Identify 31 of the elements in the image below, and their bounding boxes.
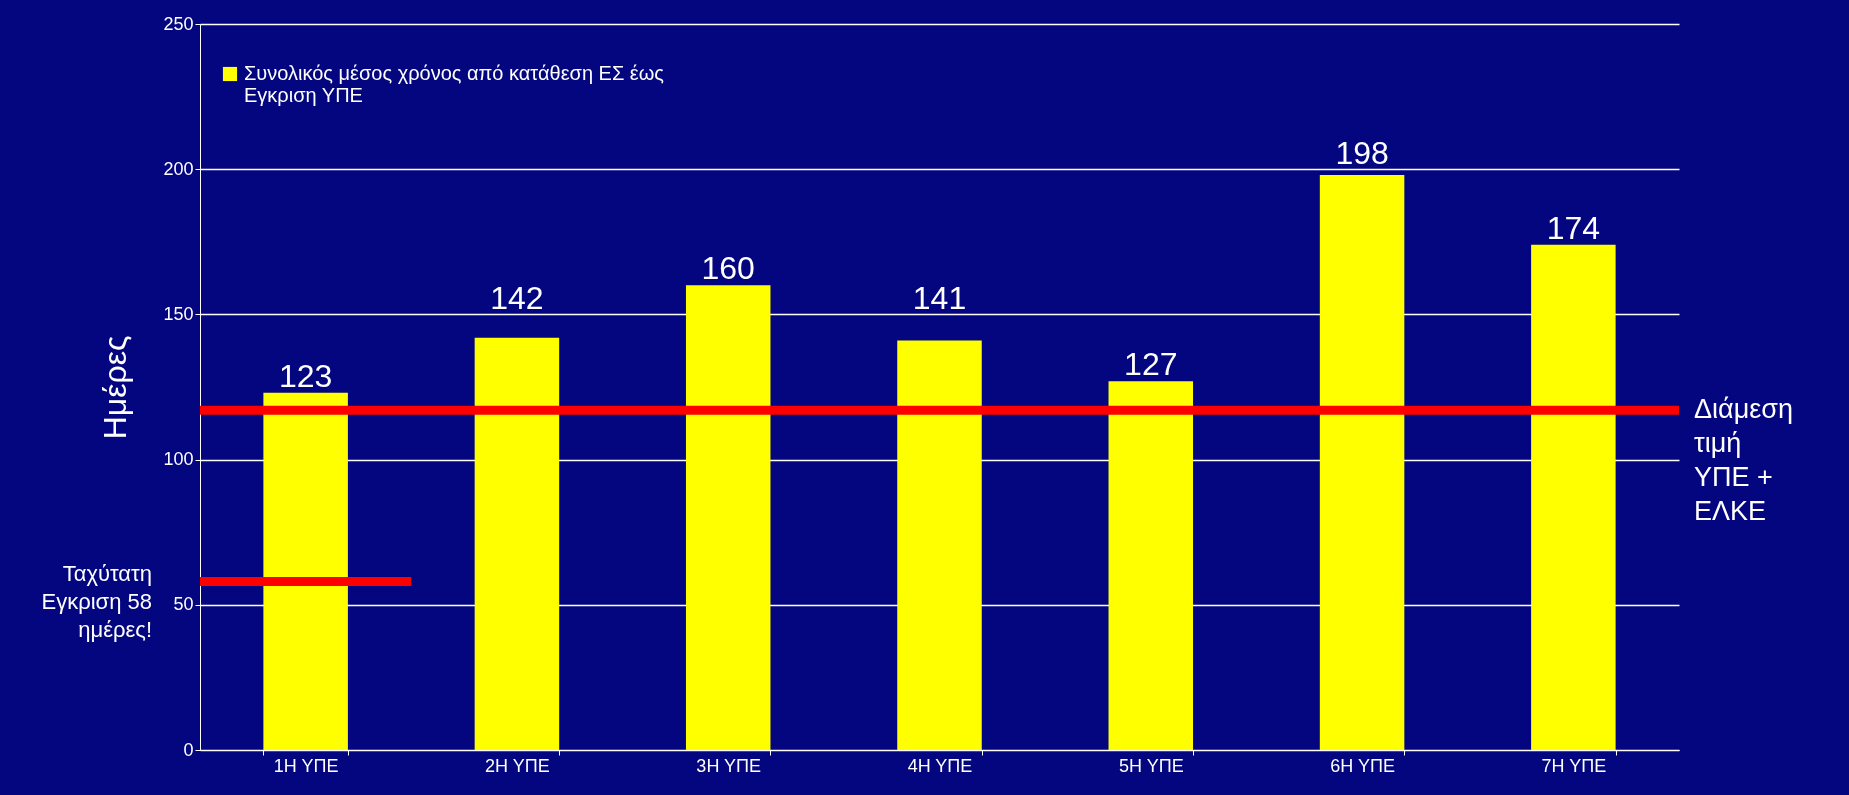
x-tick-label: 6Η ΥΠΕ xyxy=(1330,755,1395,776)
bar xyxy=(474,337,560,750)
ref-line-label: Διάμεση τιμή ΥΠΕ + ΕΛΚΕ xyxy=(1694,394,1793,527)
x-tick-label: 7Η ΥΠΕ xyxy=(1541,755,1607,776)
bar xyxy=(1319,175,1405,750)
bar xyxy=(263,392,348,750)
bar xyxy=(1531,244,1616,750)
y-tick-label: 0 xyxy=(183,739,194,760)
data-label: 160 xyxy=(701,250,755,287)
y-axis-title: Ημέρες xyxy=(97,335,134,440)
y-tick-label: 50 xyxy=(173,594,194,615)
ref-line-label: Ταχύτατη Εγκριση 58 ημέρες! xyxy=(41,560,152,642)
y-tick-label: 200 xyxy=(163,158,194,179)
data-label: 141 xyxy=(912,280,967,317)
y-tick-label: 150 xyxy=(163,303,194,324)
bar xyxy=(685,285,771,750)
data-label: 198 xyxy=(1335,135,1389,172)
x-tick-label: 4Η ΥΠΕ xyxy=(907,755,973,776)
x-tick-label: 2Η ΥΠΕ xyxy=(485,755,550,776)
data-label: 174 xyxy=(1546,209,1601,246)
legend-label: Συνολικός μέσος χρόνος από κατάθεση ΕΣ έως Εγκριση ΥΠΕ xyxy=(244,62,665,106)
x-tick-label: 3Η ΥΠΕ xyxy=(696,755,762,776)
x-tick-label: 1Η ΥΠΕ xyxy=(273,755,339,776)
y-tick-label: 250 xyxy=(163,13,194,34)
data-label: 142 xyxy=(490,280,544,317)
y-tick-label: 100 xyxy=(163,449,194,470)
data-label: 123 xyxy=(278,357,333,394)
data-label: 127 xyxy=(1124,346,1178,383)
bar xyxy=(897,340,982,750)
bar xyxy=(1108,381,1194,750)
x-tick-label: 5Η ΥΠΕ xyxy=(1118,755,1184,776)
